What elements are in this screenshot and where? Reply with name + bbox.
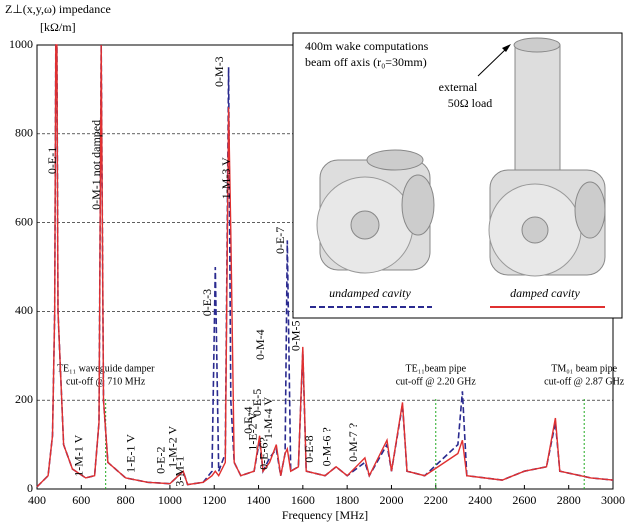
x-tick-label: 2800 xyxy=(557,493,581,507)
x-tick-label: 1600 xyxy=(291,493,315,507)
x-tick-label: 1400 xyxy=(247,493,271,507)
mode-label: 0-E-4 xyxy=(241,407,255,434)
chart: Z⊥(x,y,ω) impedance [kΩ/m] Frequency [MH… xyxy=(0,0,629,525)
undamped-cavity xyxy=(317,150,434,273)
mode-label: 0-M-1 not damped xyxy=(89,120,103,210)
load-label: 50Ω load xyxy=(448,96,493,110)
x-tick-label: 1000 xyxy=(158,493,182,507)
mode-label: 0-E-8 xyxy=(302,435,316,462)
y-label-unit: [kΩ/m] xyxy=(40,20,76,34)
y-tick-label: 1000 xyxy=(9,37,33,51)
mode-label: 0-E-7 xyxy=(273,227,287,254)
load-label: external xyxy=(439,80,478,94)
mode-label: 0-E-1 xyxy=(45,147,59,174)
x-tick-label: 3000 xyxy=(601,493,625,507)
x-tick-label: 1800 xyxy=(335,493,359,507)
mode-label: 0-E-3 xyxy=(200,289,214,316)
mode-label: 1-M-3 V xyxy=(219,157,233,199)
mode-label: 1-M-1 V xyxy=(71,434,85,476)
inset-title: beam off axis (r₀=30mm) xyxy=(305,55,427,69)
x-tick-label: 2000 xyxy=(379,493,403,507)
legend-label: damped cavity xyxy=(510,286,580,300)
y-tick-label: 400 xyxy=(15,303,33,317)
x-tick-label: 2600 xyxy=(512,493,536,507)
mode-label: 0-M-7 ? xyxy=(346,423,360,462)
mode-label: 1-E-1 V xyxy=(124,434,138,473)
inset: 400m wake computations beam off axis (r₀… xyxy=(293,33,622,318)
mode-label: 0-M-3 xyxy=(212,56,226,87)
cutoff-label: cut-off @ 2.20 GHz xyxy=(396,377,477,388)
cutoff-label: TE₁₁beam pipe xyxy=(405,364,466,375)
cutoff-label: cut-off @ 710 MHz xyxy=(66,377,146,388)
y-tick-label: 800 xyxy=(15,126,33,140)
cutoff-label: TM₀₁ beam pipe xyxy=(551,364,617,375)
x-tick-label: 1200 xyxy=(202,493,226,507)
y-label: Z⊥(x,y,ω) impedance xyxy=(5,2,111,16)
inset-title: 400m wake computations xyxy=(305,39,429,53)
x-tick-label: 800 xyxy=(117,493,135,507)
x-label: Frequency [MHz] xyxy=(282,508,368,522)
x-tick-label: 600 xyxy=(72,493,90,507)
x-tick-label: 2400 xyxy=(468,493,492,507)
mode-label: 0-M-6 ? xyxy=(320,427,334,466)
cutoff-label: TE₁₁ waveguide damper xyxy=(57,364,155,375)
cutoff-label: cut-off @ 2.87 GHz xyxy=(544,377,625,388)
x-tick-label: 400 xyxy=(28,493,46,507)
mode-label: 0-M-4 xyxy=(253,329,267,360)
x-tick-label: 2200 xyxy=(424,493,448,507)
mode-label: 3-M-1 xyxy=(172,456,186,487)
mode-label: 0-E-6? xyxy=(256,437,270,470)
mode-label: 0-M-5 xyxy=(289,320,303,351)
legend-label: undamped cavity xyxy=(329,286,411,300)
y-tick-label: 200 xyxy=(15,392,33,406)
y-tick-label: 600 xyxy=(15,214,33,228)
